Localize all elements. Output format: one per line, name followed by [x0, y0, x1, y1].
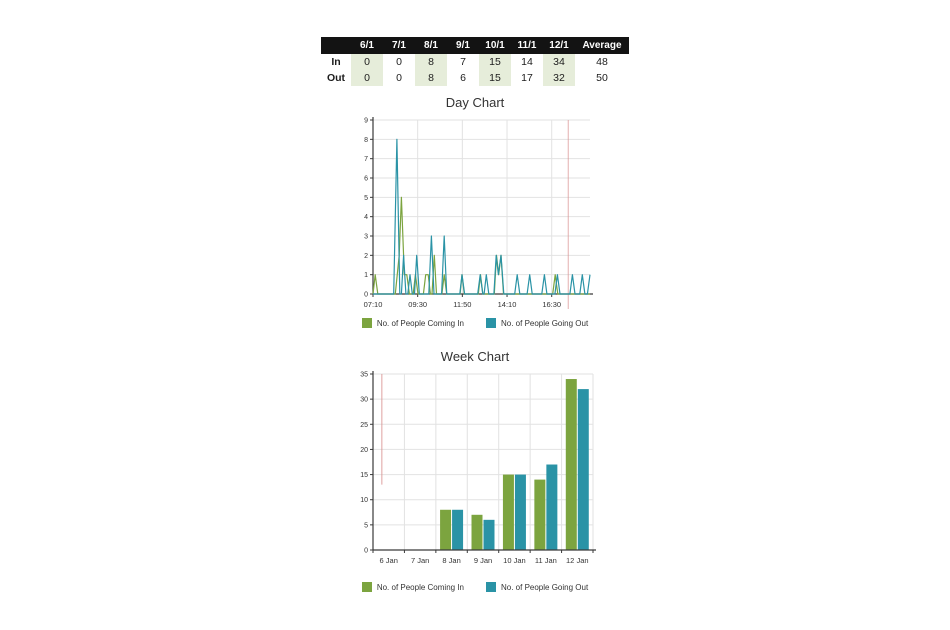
y-tick-label: 9 — [364, 118, 368, 125]
legend-item-in: No. of People Coming In — [361, 318, 464, 328]
y-tick-label: 10 — [360, 497, 368, 504]
legend-item-out: No. of People Going Out — [486, 318, 588, 328]
week-chart-title: Week Chart — [440, 349, 510, 364]
bar-out — [452, 509, 464, 550]
y-tick-label: 5 — [364, 195, 368, 202]
legend-item-in: No. of People Coming In — [361, 582, 464, 592]
y-tick-label: 7 — [364, 156, 368, 163]
legend-swatch-in-icon — [361, 318, 372, 328]
x-tick-label: 09:30 — [408, 300, 427, 309]
y-tick-label: 25 — [360, 422, 368, 429]
table-header-cell — [321, 37, 351, 54]
y-tick-label: 1 — [364, 272, 368, 279]
legend-label-out: No. of People Going Out — [501, 318, 589, 328]
summary-table-head: 6/1 7/1 8/1 9/1 10/1 11/1 12/1 Average — [321, 37, 629, 54]
table-cell: 15 — [479, 54, 511, 70]
bar-out — [546, 464, 558, 550]
y-tick-label: 0 — [364, 548, 368, 555]
bar-out — [577, 389, 589, 550]
x-category-label: 7 Jan — [411, 556, 429, 565]
week-chart: 0 5 10 15 20 25 30 35 6 Jan 7 Jan 8 Jan 9 Jan 10 Jan… — [360, 371, 596, 565]
y-tick-label: 0 — [364, 292, 368, 299]
table-header-row: 6/1 7/1 8/1 9/1 10/1 11/1 12/1 Average — [321, 37, 629, 54]
summary-table-wrap: 6/1 7/1 8/1 9/1 10/1 11/1 12/1 Average In 0 0 8 7 15… — [321, 37, 629, 86]
table-header-cell: 7/1 — [383, 37, 415, 54]
x-tick-label: 11:50 — [453, 300, 471, 309]
table-cell: 0 — [383, 70, 415, 86]
series-line-out — [373, 138, 591, 295]
table-row: Out 0 0 8 6 15 17 32 50 — [321, 70, 629, 86]
summary-table: 6/1 7/1 8/1 9/1 10/1 11/1 12/1 Average In 0 0 8 7 15… — [321, 37, 629, 86]
table-cell: 7 — [447, 54, 479, 70]
day-chart: 0 1 2 3 4 5 6 7 8 9 07:10 09:30 11:50 14:10 16:30 — [364, 117, 593, 309]
table-cell: 6 — [447, 70, 479, 86]
y-tick-label: 30 — [360, 397, 368, 404]
table-header-cell: 8/1 — [415, 37, 447, 54]
x-category-label: 10 Jan — [503, 556, 526, 565]
y-tick-label: 15 — [360, 472, 368, 479]
y-tick-label: 3 — [364, 234, 368, 241]
table-header-cell: 12/1 — [543, 37, 575, 54]
table-cell: 0 — [383, 54, 415, 70]
bar-in — [565, 379, 577, 550]
table-cell: 0 — [351, 54, 383, 70]
table-cell: 14 — [511, 54, 543, 70]
table-header-cell: 11/1 — [511, 37, 543, 54]
bar-in — [502, 474, 514, 550]
y-tick-label: 2 — [364, 253, 368, 260]
table-cell: 8 — [415, 70, 447, 86]
legend-swatch-out-icon — [486, 318, 496, 328]
summary-table-body: In 0 0 8 7 15 14 34 48 Out 0 0 8 6 15 17 32 50 — [321, 54, 629, 86]
table-cell: 34 — [543, 54, 575, 70]
legend-swatch-out-icon — [486, 582, 496, 592]
row-label-cell: Out — [321, 70, 351, 86]
day-chart-legend: No. of People Coming In No. of People Go… — [355, 318, 595, 328]
day-chart-section: Day Chart 0 1 2 3 4 5 6 7 8 9 07:10 09:30 11:50 14:10… — [355, 95, 595, 328]
week-chart-section: Week Chart 0 5 10 15 20 25 30 35 6 Jan 7 Jan 8 Jan… — [353, 349, 597, 592]
table-header-cell: 6/1 — [351, 37, 383, 54]
x-category-label: 9 Jan — [474, 556, 492, 565]
table-cell: 0 — [351, 70, 383, 86]
bar-out — [483, 519, 495, 550]
y-tick-label: 4 — [364, 214, 368, 221]
legend-item-out: No. of People Going Out — [486, 582, 588, 592]
table-cell: 32 — [543, 70, 575, 86]
bar-out — [514, 474, 526, 550]
table-header-cell: 10/1 — [479, 37, 511, 54]
x-tick-label: 16:30 — [542, 300, 561, 309]
table-row: In 0 0 8 7 15 14 34 48 — [321, 54, 629, 70]
x-tick-label: 07:10 — [364, 300, 383, 309]
legend-label-in: No. of People Coming In — [376, 582, 464, 592]
table-cell: 48 — [575, 54, 629, 70]
y-tick-label: 8 — [364, 137, 368, 144]
x-category-label: 8 Jan — [442, 556, 460, 565]
week-chart-legend: No. of People Coming In No. of People Go… — [353, 582, 597, 592]
bar-in — [534, 479, 546, 550]
legend-swatch-in-icon — [361, 582, 372, 592]
table-cell: 15 — [479, 70, 511, 86]
bar-in — [440, 509, 452, 550]
row-label-cell: In — [321, 54, 351, 70]
legend-label-out: No. of People Going Out — [501, 582, 589, 592]
y-tick-label: 20 — [360, 447, 368, 454]
x-category-label: 12 Jan — [566, 556, 589, 565]
table-header-cell: 9/1 — [447, 37, 479, 54]
day-chart-title: Day Chart — [445, 95, 505, 110]
x-category-label: 11 Jan — [535, 556, 557, 565]
y-tick-label: 5 — [364, 522, 368, 529]
table-cell: 8 — [415, 54, 447, 70]
table-cell: 50 — [575, 70, 629, 86]
table-header-cell: Average — [575, 37, 629, 54]
x-category-label: 6 Jan — [380, 556, 398, 565]
table-cell: 17 — [511, 70, 543, 86]
legend-label-in: No. of People Coming In — [376, 318, 464, 328]
y-tick-label: 6 — [364, 176, 368, 183]
y-tick-label: 35 — [360, 372, 368, 379]
bar-in — [471, 514, 483, 550]
x-tick-label: 14:10 — [498, 300, 517, 309]
